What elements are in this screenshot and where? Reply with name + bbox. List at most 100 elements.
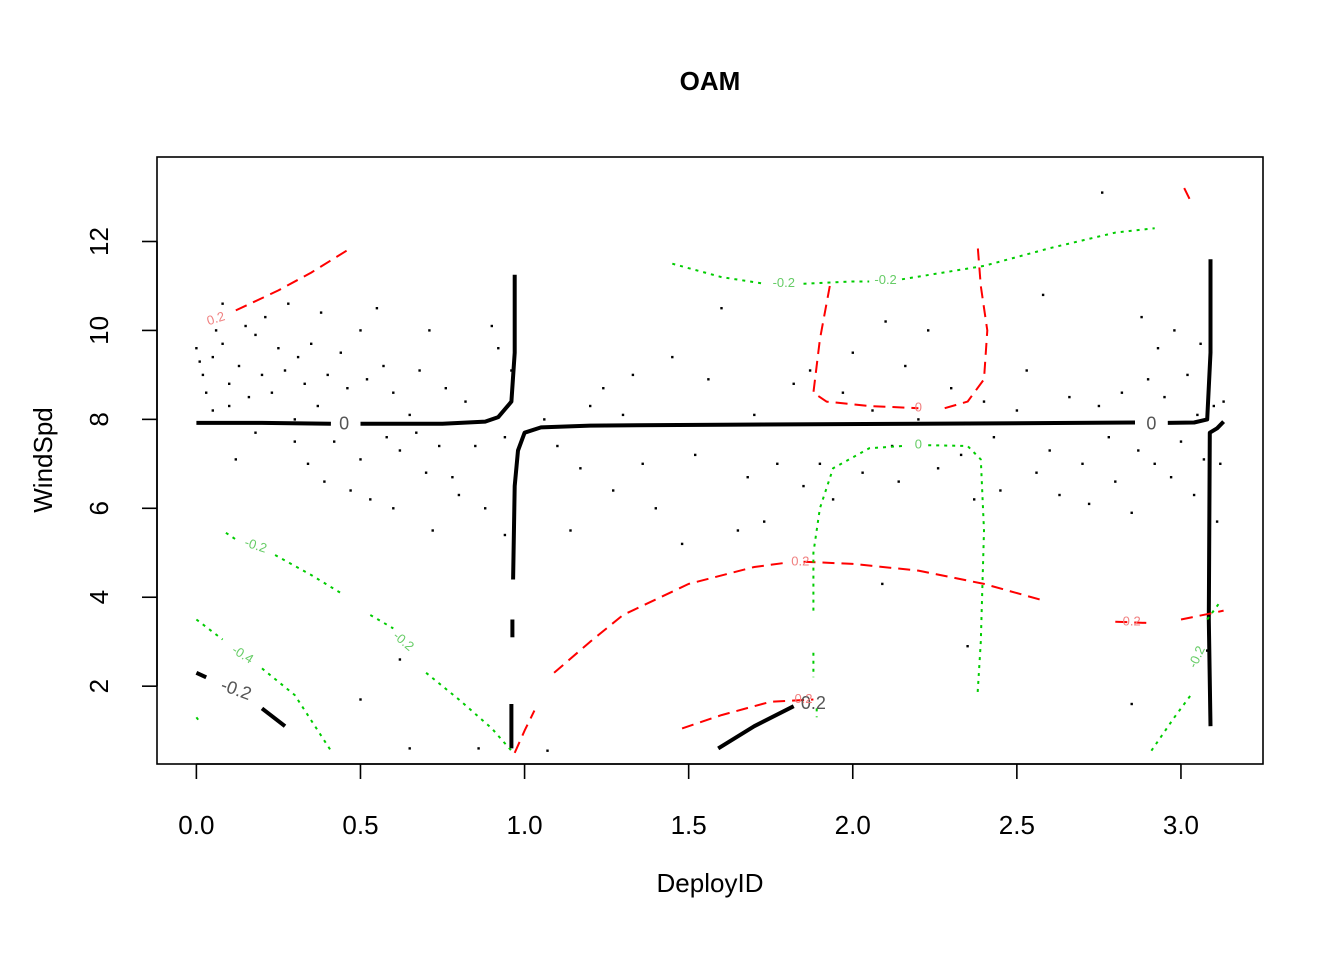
data-point <box>451 476 454 479</box>
data-point <box>671 355 674 359</box>
contour-label: 0 <box>915 400 922 415</box>
data-point <box>237 364 241 368</box>
data-point <box>205 391 208 394</box>
data-point <box>270 391 274 394</box>
data-point <box>641 462 644 465</box>
data-point <box>398 449 402 452</box>
data-point <box>195 347 198 350</box>
data-point <box>339 351 342 354</box>
data-point <box>359 698 362 701</box>
data-point <box>293 418 296 421</box>
y-tick-label: 2 <box>84 679 114 693</box>
contour-line-negative <box>812 445 903 611</box>
contour-label: 0.2 <box>794 691 812 706</box>
data-point <box>444 387 447 390</box>
data-point <box>881 582 884 586</box>
data-point <box>221 342 224 345</box>
data-point <box>831 498 835 501</box>
data-point <box>211 409 214 412</box>
contour-line-negative <box>195 716 201 723</box>
data-point <box>1215 520 1219 523</box>
data-point <box>917 418 920 421</box>
data-point <box>484 507 487 510</box>
data-point <box>851 351 854 354</box>
data-point <box>428 329 431 332</box>
data-point <box>408 747 411 750</box>
x-axis-label: DeployID <box>657 868 764 898</box>
contour-label: -0.2 <box>874 272 896 287</box>
data-point <box>211 355 214 359</box>
data-point <box>950 387 953 390</box>
data-point <box>897 480 900 483</box>
contour-line-negative <box>1150 694 1192 752</box>
data-point <box>326 373 329 377</box>
x-tick-label: 3.0 <box>1163 810 1199 840</box>
data-point <box>214 329 218 332</box>
data-point <box>720 307 723 310</box>
data-point <box>1015 409 1019 412</box>
data-point <box>375 307 379 310</box>
data-point <box>694 453 697 457</box>
data-point <box>736 529 740 532</box>
contour-line-zero <box>511 420 1136 580</box>
data-point <box>802 484 805 488</box>
y-tick-label: 12 <box>84 227 114 256</box>
data-point <box>365 378 369 381</box>
data-point <box>959 453 963 457</box>
data-point <box>753 413 756 417</box>
contour-lines <box>195 187 1226 754</box>
data-point <box>254 333 257 337</box>
data-point <box>438 444 441 448</box>
data-point <box>746 476 749 479</box>
data-point <box>234 458 237 461</box>
data-point <box>589 404 592 408</box>
data-point <box>776 462 779 465</box>
data-point <box>1192 493 1196 497</box>
data-point <box>1156 347 1160 350</box>
contour-line-negative <box>369 614 394 630</box>
contour-line-negative <box>274 554 345 596</box>
data-point <box>316 404 319 408</box>
data-point <box>296 355 300 359</box>
data-point <box>244 324 247 328</box>
data-point <box>1087 502 1091 506</box>
data-point <box>464 400 467 403</box>
data-point <box>247 395 251 399</box>
data-point <box>654 507 657 510</box>
data-point <box>904 364 907 368</box>
contour-line-positive <box>1115 620 1149 624</box>
data-point <box>1173 329 1176 332</box>
contour-label: -0.4 <box>229 642 256 667</box>
contour-label: 0.2 <box>791 554 809 569</box>
data-point <box>369 498 372 501</box>
data-point <box>293 440 296 443</box>
data-point <box>415 431 418 434</box>
data-point <box>1206 649 1209 652</box>
contour-line-negative <box>803 280 870 285</box>
x-tick-label: 1.5 <box>671 810 707 840</box>
data-point <box>1048 449 1051 452</box>
data-point <box>569 529 572 532</box>
contour-line-positive <box>235 247 352 312</box>
data-point <box>418 369 421 372</box>
contour-line-positive <box>944 243 989 410</box>
contour-label: -0.2 <box>773 275 795 290</box>
x-tick-label: 0.5 <box>342 810 378 840</box>
data-point <box>398 658 402 661</box>
data-point <box>966 645 969 648</box>
data-point <box>277 347 280 350</box>
contour-line-zero <box>196 420 331 426</box>
contour-label: 0 <box>1146 413 1156 433</box>
data-point <box>283 369 287 372</box>
data-point <box>1130 511 1133 514</box>
data-point <box>818 462 822 465</box>
data-point <box>1153 462 1156 465</box>
data-point <box>503 533 507 537</box>
y-axis: 2 4 6 8 10 12 <box>84 227 158 693</box>
data-point <box>260 373 264 377</box>
data-point <box>382 364 385 368</box>
contour-line-negative <box>195 618 224 641</box>
data-point <box>631 373 635 377</box>
contour-line-positive <box>681 698 814 730</box>
data-point <box>264 315 267 319</box>
